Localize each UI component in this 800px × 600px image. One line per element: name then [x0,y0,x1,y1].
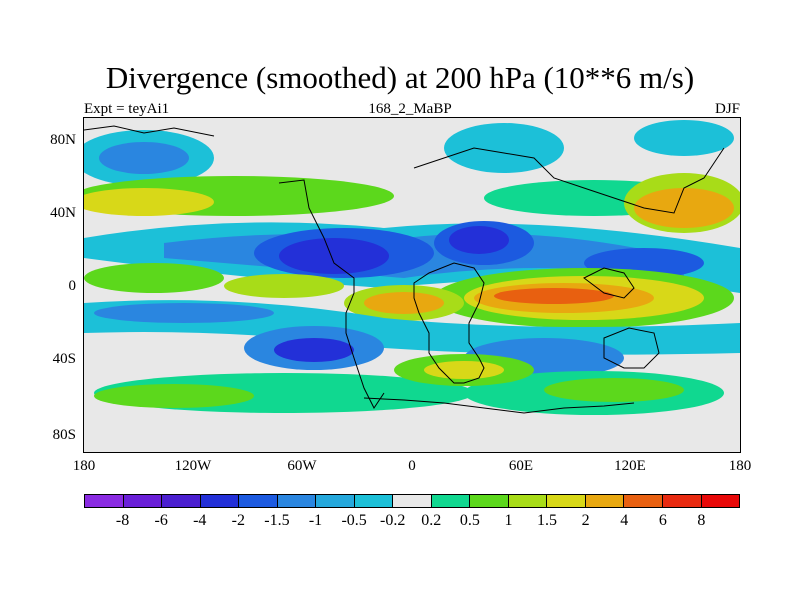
colorbar-label: 1 [504,512,513,529]
season-label: DJF [714,101,740,117]
field-blob [84,188,214,216]
y-tick-label: 40N [50,205,76,221]
colorbar-label: 6 [658,512,667,529]
coastline [413,147,725,214]
field-blob [634,188,734,228]
field-blob [494,288,614,304]
colorbar-swatch [508,495,548,507]
x-tick-label: 120W [174,458,212,474]
colorbar-swatch [585,495,625,507]
colorbar-swatch [431,495,471,507]
y-tick-label: 80S [52,427,76,443]
colorbar-swatch [162,495,201,507]
field-blob [449,226,509,254]
colorbar-label: 0.5 [459,512,480,529]
field-blob [94,303,274,323]
map-field [84,120,740,415]
colorbar-label: 1.5 [537,512,558,529]
colorbar-swatch [662,495,702,507]
field-blob [99,142,189,174]
colorbar-label: -0.5 [341,512,367,529]
colorbar-swatch [547,495,586,507]
plot-title: Divergence (smoothed) at 200 hPa (10**6 … [105,60,695,95]
y-tick-label: 80N [50,132,76,148]
colorbar-label: 4 [620,512,629,529]
x-tick-label: 0 [408,458,416,474]
coastline [278,179,385,409]
coastline [603,327,660,369]
coastline [413,262,485,384]
x-tick-label: 120E [614,458,646,474]
x-tick-label: 180 [72,458,96,474]
colorbar-label: -6 [154,512,168,529]
field-blob [634,120,734,156]
field-blob [274,338,354,362]
field-blob [544,378,684,402]
y-tick-label: 0 [68,278,77,294]
colorbar-label: -1.5 [264,512,290,529]
x-tick-label: 180 [728,458,752,474]
field-blob [84,263,224,293]
colorbar-swatch [624,495,663,507]
colorbar-swatch [701,495,740,507]
colorbar-swatch [316,495,355,507]
x-tick-label: 60W [287,458,317,474]
colorbar-swatch [85,495,124,507]
colorbar-swatch [123,495,163,507]
colorbar-swatch [200,495,240,507]
colorbar-label: -4 [193,512,207,529]
coastline [583,267,635,299]
run-label: 168_2_MaBP [368,101,452,117]
colorbar-label: 8 [697,512,706,529]
field-blob [444,123,564,173]
field-blob [424,361,504,379]
colorbar-label: -2 [231,512,245,529]
coastline [84,125,215,137]
colorbar-swatch [393,495,432,507]
colorbar-swatch [277,495,317,507]
colorbar-label: 2 [581,512,590,529]
field-blob [364,292,444,314]
colorbar-label: -1 [308,512,323,529]
experiment-label: Expt = teyAi1 [84,101,170,117]
colorbar-label: 0.2 [421,512,442,529]
colorbar-swatch [239,495,278,507]
colorbar-swatch [354,495,394,507]
field-blob [279,238,389,274]
colorbar-label: -0.2 [380,512,406,529]
coastline [363,397,635,414]
colorbar [84,494,740,508]
y-tick-label: 40S [52,351,76,367]
divergence-map [84,118,740,452]
field-blob [94,384,254,408]
field-blob [224,274,344,298]
colorbar-label: -8 [115,512,130,529]
x-tick-label: 60E [508,458,534,474]
colorbar-swatch [470,495,509,507]
